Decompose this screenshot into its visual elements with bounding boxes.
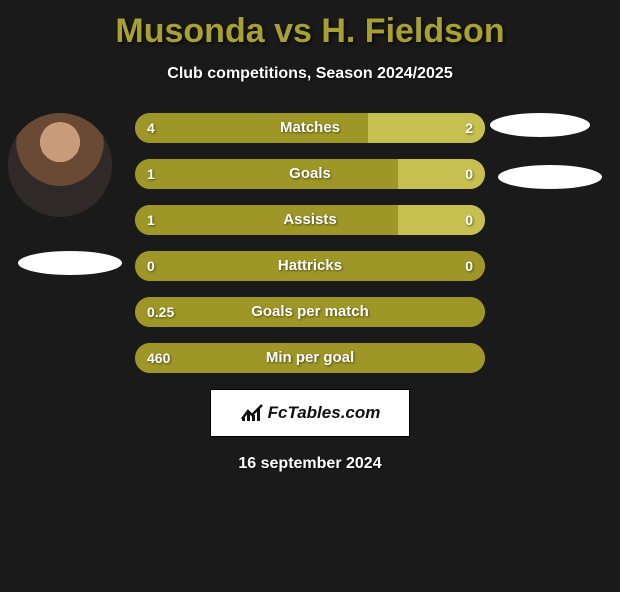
stat-row: Assists1 0 bbox=[135, 205, 485, 235]
title-vs: vs bbox=[274, 12, 312, 50]
player1-logo-blob bbox=[18, 251, 122, 275]
footer-date: 16 september 2024 bbox=[0, 455, 620, 473]
stat-value-left: 460 bbox=[147, 343, 170, 373]
stat-row: Goals1 0 bbox=[135, 159, 485, 189]
stat-label: Assists bbox=[135, 205, 485, 235]
stat-label: Matches bbox=[135, 113, 485, 143]
stat-label: Goals bbox=[135, 159, 485, 189]
stat-row: Goals per match0.25 bbox=[135, 297, 485, 327]
comparison-content: Matches42Goals10Assists10Hattricks00Goal… bbox=[0, 113, 620, 373]
player2-logo-blob bbox=[498, 165, 602, 189]
stat-value-right: 0 bbox=[465, 251, 473, 281]
stat-row: Matches4 2 bbox=[135, 113, 485, 143]
page-title: Musonda vs H. Fieldson bbox=[0, 12, 620, 51]
player2-avatar-blob bbox=[490, 113, 590, 137]
stat-label: Goals per match bbox=[135, 297, 485, 327]
stat-value-left: 0.25 bbox=[147, 297, 174, 327]
stat-label: Min per goal bbox=[135, 343, 485, 373]
title-player1: Musonda bbox=[115, 12, 264, 50]
stat-value-left: 4 bbox=[147, 113, 155, 143]
stat-value-left: 1 bbox=[147, 159, 155, 189]
player1-avatar bbox=[8, 113, 112, 217]
stat-value-right: 2 bbox=[465, 113, 473, 143]
title-player2: H. Fieldson bbox=[321, 12, 504, 50]
stat-value-left: 1 bbox=[147, 205, 155, 235]
stat-label: Hattricks bbox=[135, 251, 485, 281]
stat-bars: Matches42Goals10Assists10Hattricks00Goal… bbox=[135, 113, 485, 373]
footer-logo: FcTables.com bbox=[210, 389, 410, 437]
chart-icon bbox=[240, 403, 264, 423]
stat-value-left: 0 bbox=[147, 251, 155, 281]
footer-logo-text: FcTables.com bbox=[268, 403, 381, 423]
stat-row: Hattricks0 0 bbox=[135, 251, 485, 281]
subtitle: Club competitions, Season 2024/2025 bbox=[0, 65, 620, 83]
stat-value-right: 0 bbox=[465, 159, 473, 189]
stat-row: Min per goal460 bbox=[135, 343, 485, 373]
stat-value-right: 0 bbox=[465, 205, 473, 235]
